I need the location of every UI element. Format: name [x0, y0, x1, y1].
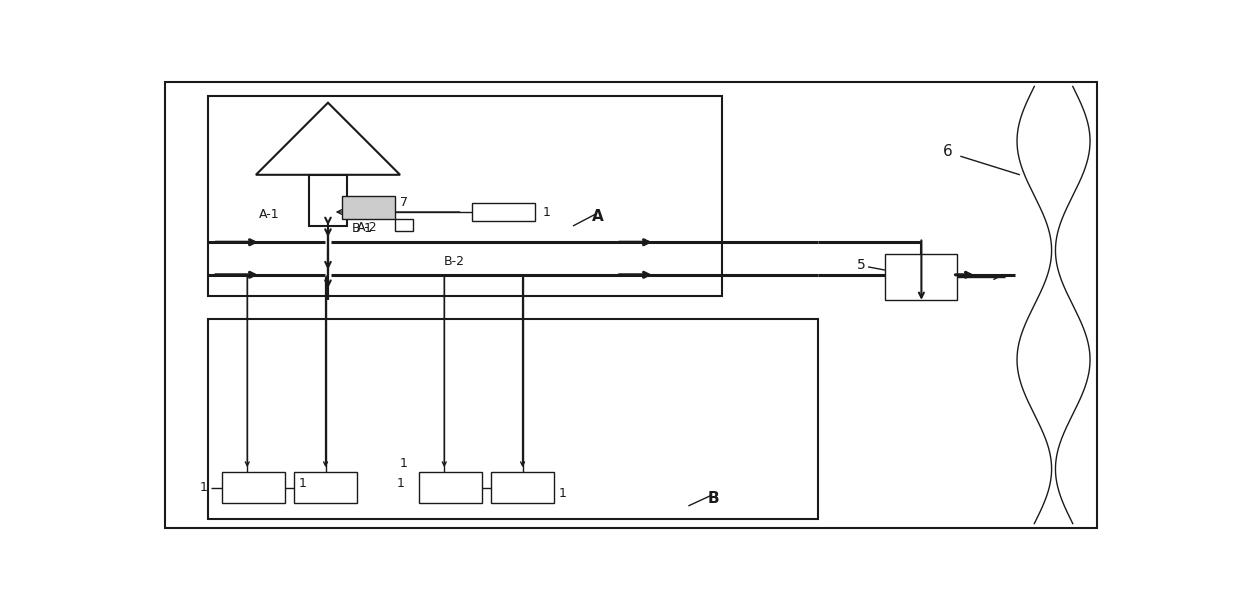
- Text: A-2: A-2: [357, 221, 377, 234]
- Bar: [491, 472, 554, 503]
- Bar: [472, 203, 534, 221]
- Text: 6: 6: [942, 144, 952, 159]
- Text: 1: 1: [397, 477, 404, 490]
- Text: B-2: B-2: [444, 255, 464, 268]
- Bar: [342, 196, 396, 219]
- Text: B-1: B-1: [352, 222, 373, 235]
- Bar: [309, 175, 347, 226]
- Text: A: A: [593, 209, 604, 224]
- Bar: [294, 472, 357, 503]
- Bar: [222, 472, 285, 503]
- Bar: [885, 254, 957, 300]
- Text: 1: 1: [200, 481, 208, 494]
- Text: 1: 1: [542, 205, 551, 219]
- Text: 1: 1: [299, 477, 308, 490]
- Bar: [208, 319, 818, 519]
- Text: 1: 1: [399, 457, 408, 470]
- Text: 5: 5: [857, 259, 866, 272]
- Text: B: B: [708, 490, 719, 506]
- Bar: [208, 96, 722, 296]
- Polygon shape: [255, 103, 401, 175]
- Text: 7: 7: [401, 196, 408, 209]
- Text: A-1: A-1: [259, 208, 279, 221]
- Bar: [396, 219, 413, 231]
- Text: 1: 1: [559, 487, 567, 500]
- Bar: [419, 472, 481, 503]
